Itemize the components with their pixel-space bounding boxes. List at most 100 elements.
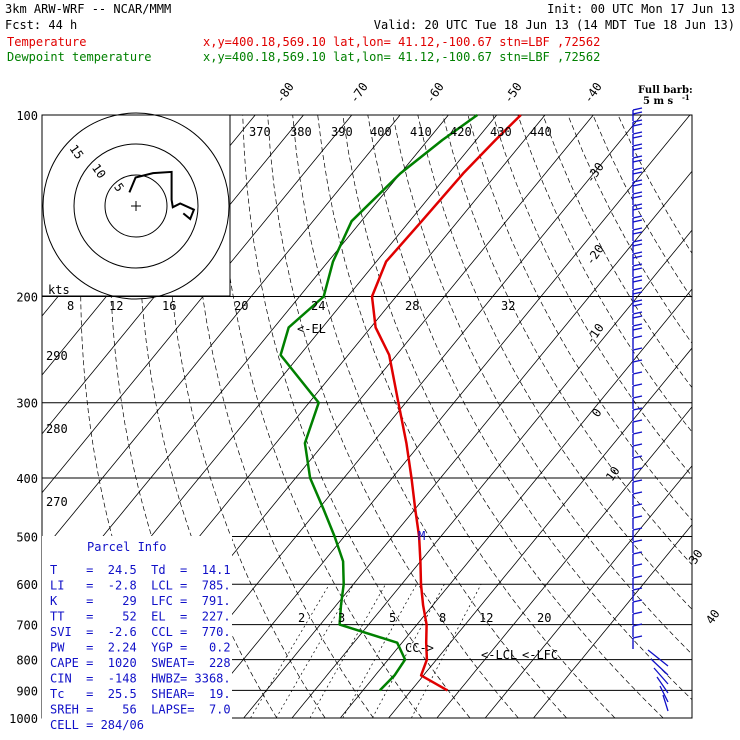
wind-barb xyxy=(632,515,643,519)
isotherm-line xyxy=(436,406,692,718)
theta-label: 430 xyxy=(490,125,512,139)
dry-adiabat xyxy=(342,115,664,718)
wind-barb xyxy=(632,359,643,363)
wind-barb xyxy=(632,279,643,283)
dewpoint-legend: Dewpoint temperature xyxy=(7,50,152,64)
wind-barb xyxy=(632,243,643,247)
wind-barb xyxy=(632,251,643,255)
pressure-label: 700 xyxy=(16,619,38,633)
pressure-label: 300 xyxy=(16,397,38,411)
theta-label: 380 xyxy=(290,125,312,139)
isotherm-line xyxy=(42,115,304,435)
wind-barb xyxy=(632,563,643,567)
wind-barb xyxy=(632,227,643,231)
isotherm-line xyxy=(42,115,353,494)
barb-legend-unit: 5 m s xyxy=(643,96,674,107)
wind-barb xyxy=(632,179,643,183)
theta-label: 280 xyxy=(46,422,68,436)
wind-barb xyxy=(632,135,643,139)
hodograph-unit: kts xyxy=(48,283,70,297)
wind-barb xyxy=(632,167,643,171)
parcel-row: CAPE = 1020 SWEAT= 228 xyxy=(50,656,231,670)
temp-label: -80 xyxy=(273,80,297,106)
wind-barb xyxy=(632,383,643,387)
wind-barb xyxy=(632,171,643,175)
temp-label: -20 xyxy=(583,242,607,268)
wind-barb xyxy=(632,143,643,147)
temp-label: -50 xyxy=(501,80,525,106)
temp-label: 10 xyxy=(603,464,623,484)
wind-barb xyxy=(632,587,643,591)
dewpoint-location: x,y=400.18,569.10 lat,lon= 41.12,-100.67… xyxy=(203,50,600,64)
wind-barb xyxy=(650,658,669,676)
wind-barb xyxy=(632,467,643,471)
temp-label: 40 xyxy=(703,607,723,627)
wind-barb xyxy=(632,299,643,303)
wind-barb xyxy=(632,443,643,447)
wind-barb xyxy=(632,419,643,423)
mixing-ratio-line xyxy=(275,584,355,718)
pressure-label: 800 xyxy=(16,654,38,668)
wind-barb xyxy=(632,431,643,435)
wind-barb xyxy=(632,635,643,639)
wind-barb xyxy=(632,323,643,327)
wind-barb xyxy=(632,527,643,531)
theta-label: 390 xyxy=(331,125,353,139)
barb-legend-title: Full barb: xyxy=(638,85,693,96)
isotherm-line xyxy=(388,347,692,718)
mixing-ratio-label: 12 xyxy=(479,611,493,625)
mixing-ratio-line xyxy=(342,584,417,718)
wind-barb xyxy=(632,479,643,483)
wind-barb xyxy=(647,649,669,667)
mixing-ratio-label: 3 xyxy=(338,611,345,625)
wind-barb xyxy=(632,119,643,123)
isotherm-line xyxy=(195,115,691,718)
hodograph-speed-label: 28 xyxy=(405,299,419,313)
theta-label: 440 xyxy=(530,125,552,139)
mixing-ratio-line xyxy=(250,584,330,718)
wind-barb xyxy=(632,623,643,627)
pressure-label: 100 xyxy=(16,109,38,123)
wind-barb xyxy=(632,539,643,543)
parcel-row: CIN = -148 HWBZ= 3368. xyxy=(50,672,231,686)
parcel-row: TT = 52 EL = 227. xyxy=(50,610,231,624)
dry-adiabat xyxy=(392,115,692,655)
temp-label: -40 xyxy=(581,80,605,106)
temp-label: -10 xyxy=(583,321,607,347)
dry-adiabat xyxy=(467,115,692,521)
parcel-row: SREH = 56 LAPSE= 7.0 xyxy=(50,703,231,717)
mixing-ratio-line xyxy=(411,584,482,718)
wind-barb xyxy=(632,287,643,291)
wind-barbs xyxy=(632,107,669,712)
parcel-row: SVI = -2.6 CCL = 770. xyxy=(50,625,231,639)
temperature-legend: Temperature xyxy=(7,35,86,49)
wind-barb xyxy=(632,263,643,267)
wind-barb xyxy=(632,395,643,399)
pressure-label: 900 xyxy=(16,684,38,698)
wind-barb xyxy=(632,407,643,411)
wind-barb xyxy=(632,551,643,555)
hodograph-ring xyxy=(104,174,168,238)
theta-label: 410 xyxy=(410,125,432,139)
hodograph-speed-label: 24 xyxy=(311,299,325,313)
wind-barb xyxy=(659,685,669,703)
parcel-box-bg xyxy=(42,536,232,734)
wind-barb xyxy=(662,694,669,712)
temperature-profile xyxy=(370,114,522,692)
pressure-label: 400 xyxy=(16,472,38,486)
temp-label: -70 xyxy=(347,80,371,106)
wind-barb xyxy=(632,183,643,187)
pressure-label: 500 xyxy=(16,530,38,544)
theta-label: 270 xyxy=(46,495,68,509)
dry-adiabat xyxy=(567,115,692,344)
hodograph-ring-label: 15 xyxy=(67,142,87,162)
dry-adiabat xyxy=(292,115,567,718)
wind-barb xyxy=(653,667,669,685)
isotherm-line xyxy=(42,115,256,376)
dry-adiabat xyxy=(165,115,326,718)
hodograph-ring xyxy=(42,112,230,300)
wind-barb xyxy=(632,327,643,331)
dry-adiabat xyxy=(138,115,278,718)
